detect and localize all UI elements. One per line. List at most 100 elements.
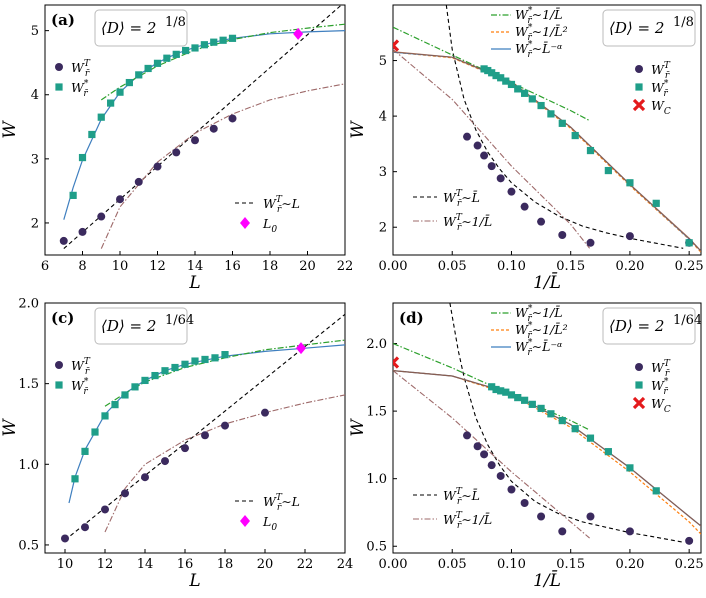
data-point-square [652,487,660,495]
plot-area [61,313,345,543]
panel-c: 10 12 14 16 18 20 22 24 0.5 1.0 1.5 2.0 L W (c) ⟨D⟩ = 2… [0,297,353,592]
data-point-square [604,166,612,175]
x-axis-label: 1/L̄ [533,271,561,293]
degree-text: ⟨D⟩ = 2 [609,317,664,335]
fit-line [68,344,345,504]
fit-line [100,23,345,101]
legend-label: WT r̄∼1/L̄ [443,213,492,233]
crossing-point [296,342,306,355]
data-point-square [171,363,179,372]
data-point-circle [558,231,567,239]
degree-text: ⟨D⟩ = 2 [101,19,156,37]
legend-marker [240,217,250,229]
data-point-circle [507,485,516,494]
data-point-circle [209,124,218,133]
data-point-square [514,393,522,402]
x-tick-label: 20 [257,557,274,572]
data-point-circle [61,534,69,543]
data-point-circle [473,141,482,150]
data-point-square [191,357,199,365]
y-tick-label: 4 [379,110,387,125]
x-axis-label: 1/L̄ [533,569,561,591]
data-point-circle [121,489,129,498]
x-tick-label: 8 [78,259,86,274]
legend-label: L0 [262,216,277,235]
x-tick-label: 0.00 [379,259,408,274]
degree-frac: 1/8 [673,15,694,30]
panel-label: (c) [51,309,74,327]
data-point-square [497,387,505,395]
data-point-square [514,85,522,93]
x-tick-label: 0.20 [615,557,644,572]
data-point-circle [586,512,595,521]
data-point-circle [78,227,87,236]
fit-line [445,5,684,249]
y-tick-label: 3 [31,152,39,167]
data-point-circle [496,471,505,480]
data-point-circle [487,162,496,171]
data-point-square [652,199,660,207]
data-point-circle [261,408,269,417]
x-tick-label: 0.15 [556,557,585,572]
data-point-square [626,464,634,472]
data-point-cross [393,356,400,369]
legend-label: WT r̄ [651,61,671,81]
data-point-circle [463,431,472,440]
data-point-circle [480,450,489,459]
fit-line [63,30,345,220]
data-point-circle [537,217,546,226]
plot-area [393,5,701,253]
y-tick-label: 3 [379,165,387,180]
data-point-square [69,191,77,199]
x-tick-label: 0.05 [438,557,467,572]
x-tick-label: 0.15 [556,259,585,274]
legend-marker [55,83,63,91]
panel-label: (a) [51,11,75,29]
legend-marker [55,361,63,369]
y-axis-label: W [0,120,20,139]
data-point-square [537,404,545,413]
degree-frac: 1/8 [165,15,186,30]
legend-marker [635,83,643,91]
data-point-square [201,355,209,364]
fit-line [63,5,343,250]
data-point-square [191,44,199,52]
data-point-square [161,367,169,375]
data-point-circle [520,499,529,507]
degree-frac: 1/64 [165,313,194,328]
data-point-square [116,88,124,96]
legend-label: W* r̄∼1/L̄ [515,6,563,26]
data-point-square [586,146,595,155]
data-point-circle [191,136,199,145]
data-point-square [507,391,516,399]
x-tick-label: 0.00 [379,557,408,572]
data-point-square [497,74,505,82]
legend-label: W* r̄ [71,377,89,397]
data-point-square [153,59,162,67]
data-point-circle [496,174,505,183]
plot-frame [392,302,702,554]
data-point-circle [141,473,149,482]
data-point-square [221,351,229,359]
x-axis-label: L [188,571,200,591]
data-point-square [97,113,105,121]
degree-box [602,307,696,345]
degree-text: ⟨D⟩ = 2 [609,19,664,37]
data-point-square [547,110,555,118]
y-tick-label: 0.5 [18,538,39,553]
data-point-circle [101,505,109,514]
data-point-square [571,425,579,433]
data-point-square [558,416,566,425]
data-point-square [488,69,496,77]
degree-frac: 1/64 [673,313,702,328]
data-point-square [107,99,115,107]
data-point-circle [487,461,496,470]
legend-label: WC [651,396,671,415]
legend-marker [240,515,250,527]
plot-frame [44,4,346,256]
legend-marker [635,363,643,371]
y-tick-label: 2.0 [366,337,387,352]
data-point-circle [685,536,694,545]
degree-box [94,307,188,345]
